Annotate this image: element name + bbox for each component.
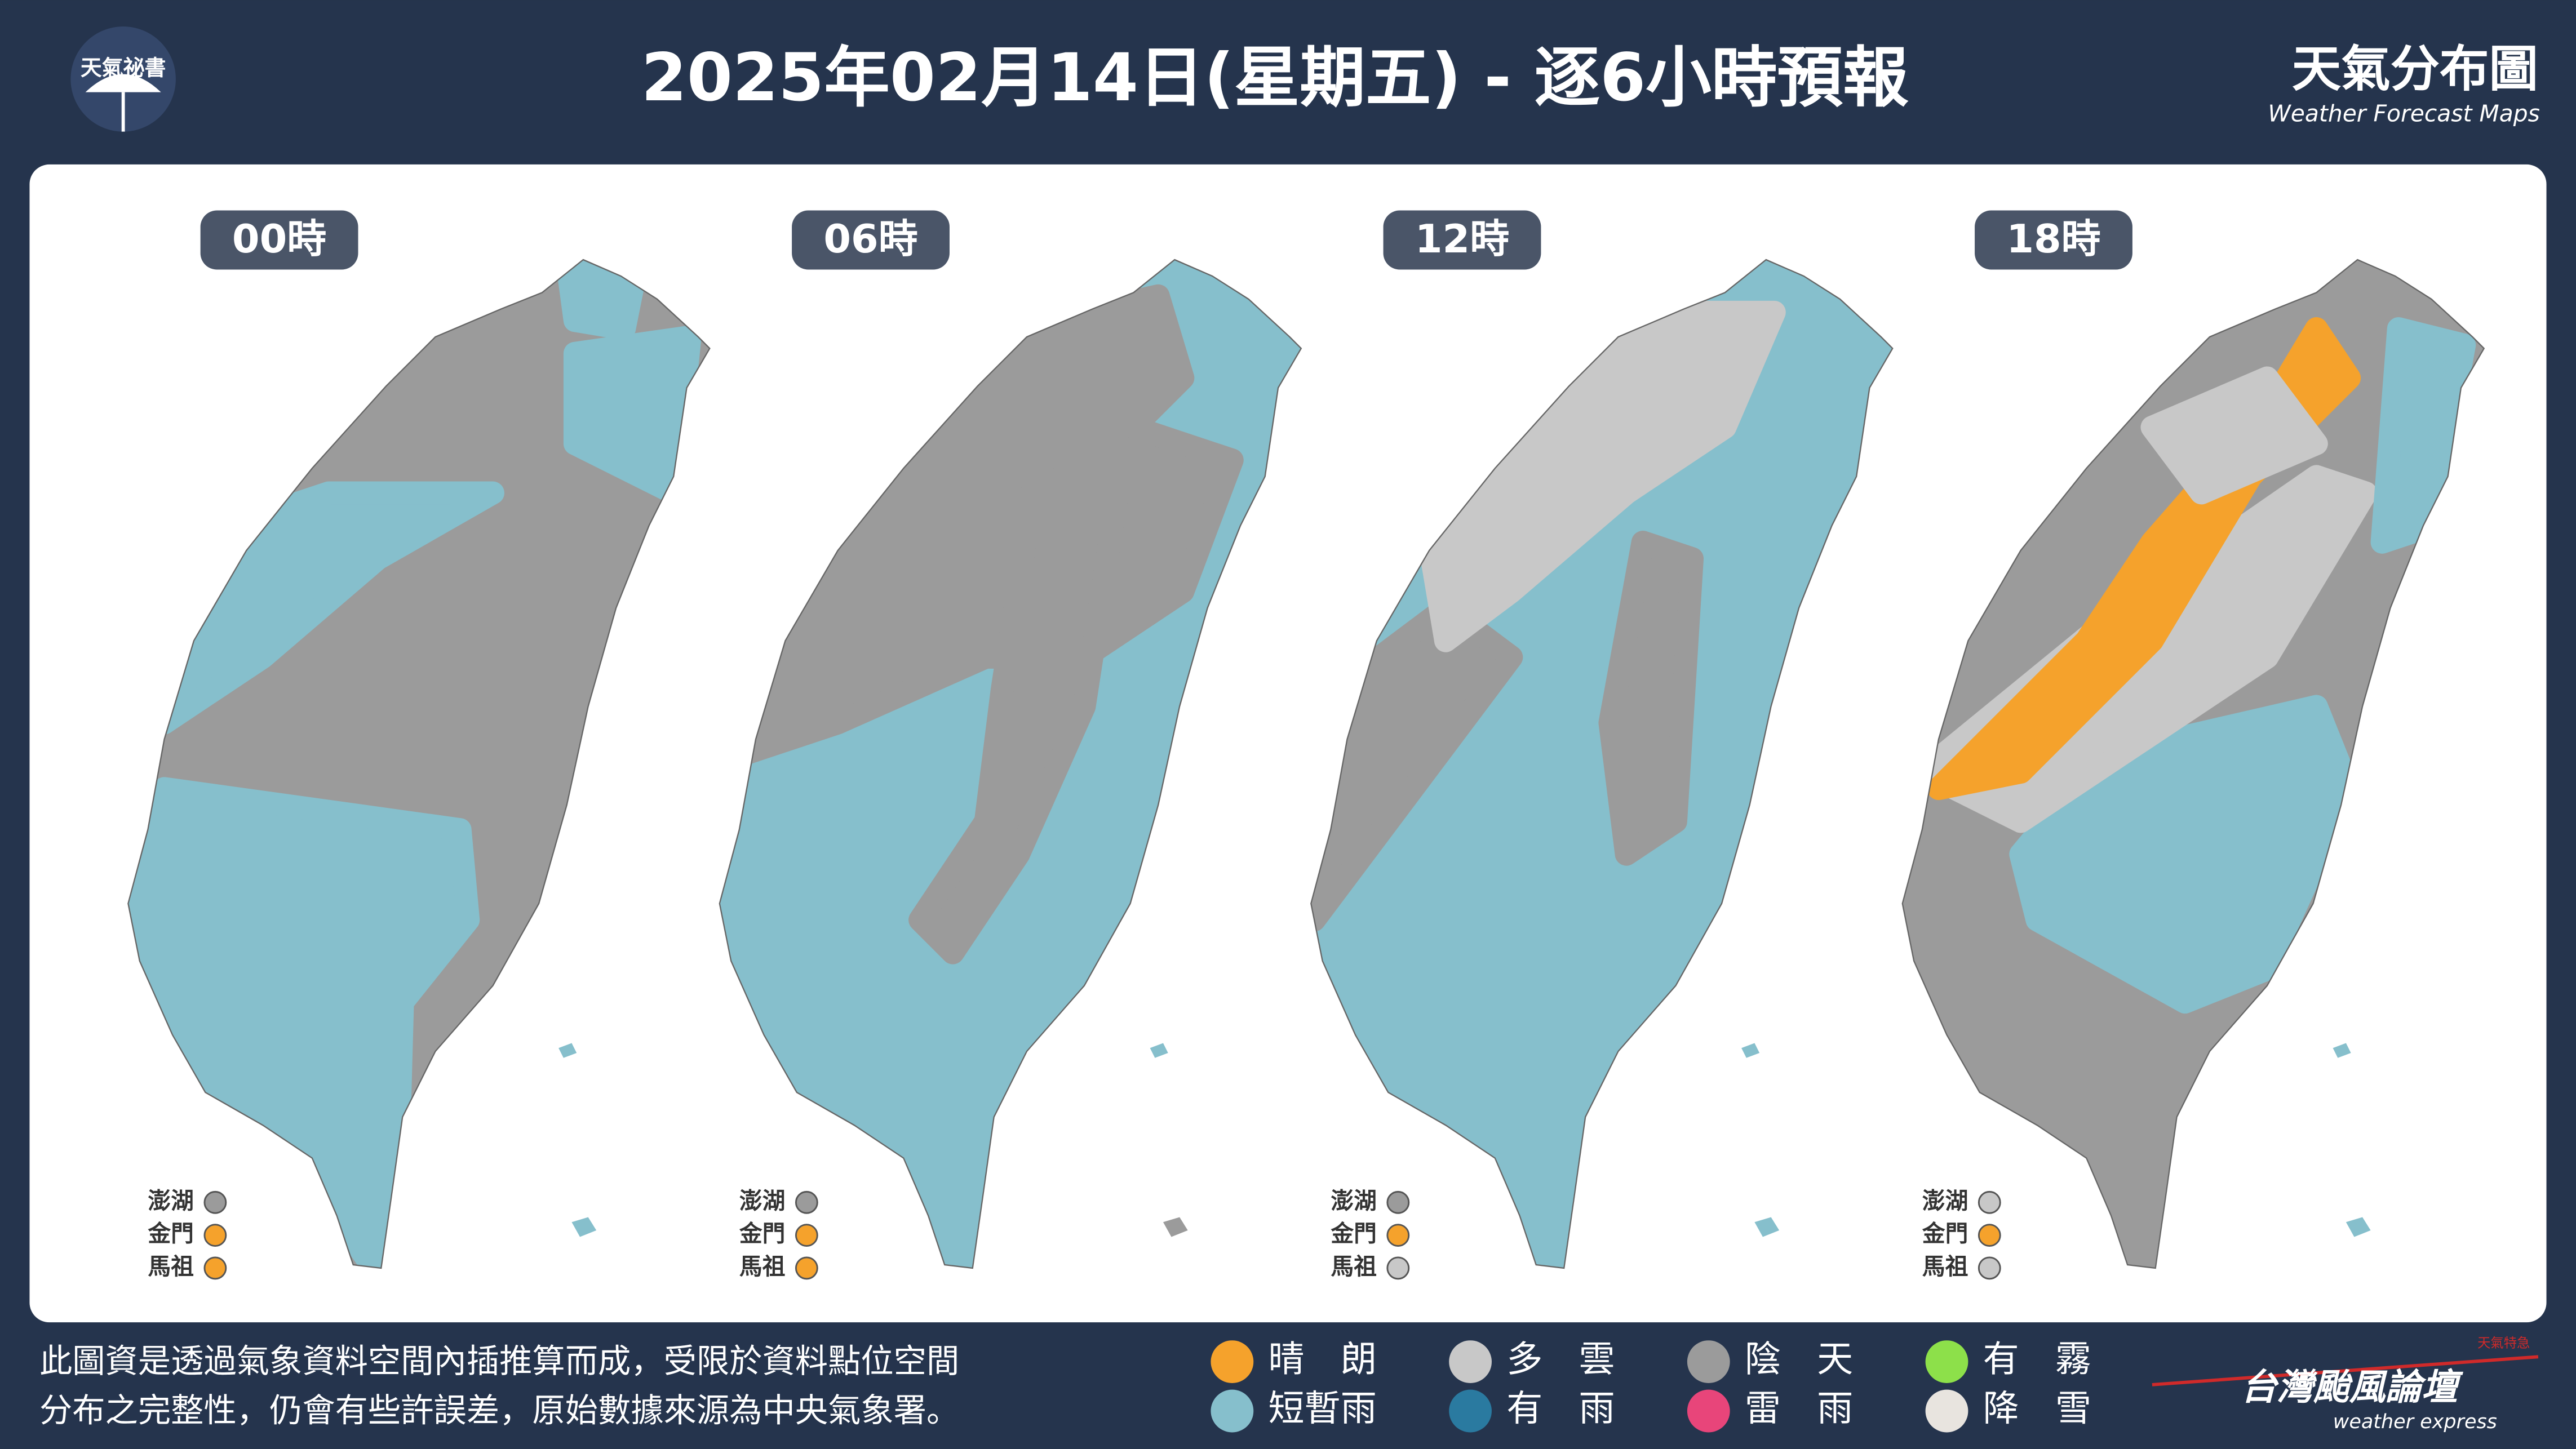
island-name: 金門 — [1922, 1220, 1968, 1247]
island-status — [1978, 1190, 2001, 1214]
island-name: 馬祖 — [739, 1253, 786, 1280]
legend-swatch — [1449, 1389, 1492, 1433]
island-name: 澎湖 — [1922, 1187, 1968, 1214]
footer-note: 此圖資是透過氣象資料空間內插推算而成，受限於資料點位空間 — [39, 1342, 959, 1380]
logo-text: 天氣祕書 — [81, 55, 166, 80]
legend-label: 多 雲 — [1506, 1339, 1615, 1381]
brand-subtitle: Weather Forecast Maps — [2268, 100, 2539, 127]
time-badge — [792, 210, 950, 270]
footer-note: 分布之完整性，仍會有些許誤差，原始數據來源為中央氣象署。 — [39, 1392, 959, 1430]
legend-label: 有 雨 — [1506, 1388, 1615, 1430]
island-name: 金門 — [739, 1220, 786, 1247]
island-name: 金門 — [1330, 1220, 1377, 1247]
footer-brand-tag: 天氣特急 — [2477, 1336, 2530, 1351]
time-badge — [1383, 210, 1541, 270]
legend-swatch — [1925, 1389, 1968, 1433]
island-status — [1386, 1256, 1410, 1280]
time-label: 18時 — [2006, 216, 2100, 262]
small-island — [571, 1217, 597, 1237]
legend-swatch — [1211, 1340, 1254, 1383]
legend-swatch — [1449, 1340, 1492, 1383]
time-badge — [200, 210, 358, 270]
weather-region — [555, 260, 644, 340]
small-island — [1754, 1217, 1780, 1237]
time-label: 00時 — [232, 216, 326, 262]
time-label: 12時 — [1415, 216, 1509, 262]
small-island — [2346, 1217, 2371, 1237]
island-status — [1386, 1190, 1410, 1214]
small-island — [1163, 1217, 1188, 1237]
small-island — [558, 1043, 577, 1058]
weather-region — [128, 777, 480, 1268]
logo-umbrella — [85, 74, 161, 92]
weather-region — [2140, 366, 2328, 505]
small-island — [1741, 1043, 1760, 1058]
island-status — [203, 1224, 227, 1247]
legend-label: 晴 朗 — [1269, 1339, 1377, 1381]
title: 2025年02月14日(星期五) - 逐6小時預報 — [641, 40, 1909, 116]
island-status — [1978, 1224, 2001, 1247]
legend-label: 降 雪 — [1983, 1388, 2091, 1430]
legend-swatch — [1687, 1389, 1730, 1433]
small-island — [1150, 1043, 1168, 1058]
island-name: 馬祖 — [1331, 1253, 1377, 1280]
legend-swatch — [1925, 1340, 1968, 1383]
island-status — [795, 1224, 818, 1247]
island-status — [203, 1256, 227, 1280]
time-badge — [1975, 210, 2132, 270]
island-status — [795, 1190, 818, 1214]
island-name: 澎湖 — [1331, 1187, 1377, 1214]
island-status — [203, 1190, 227, 1214]
legend-label: 雷 雨 — [1745, 1388, 1853, 1430]
footer-brand: 台灣颱風論壇 — [2241, 1366, 2463, 1408]
legend-label: 陰 天 — [1745, 1339, 1853, 1381]
island-name: 澎湖 — [148, 1187, 194, 1214]
legend-swatch — [1211, 1389, 1254, 1433]
island-status — [1386, 1224, 1410, 1247]
legend-label: 有 霧 — [1983, 1339, 2091, 1381]
time-label: 06時 — [823, 216, 917, 262]
small-island — [2333, 1043, 2351, 1058]
weather-region — [908, 465, 1129, 964]
legend-label: 短暫雨 — [1269, 1388, 1377, 1430]
island-status — [795, 1256, 818, 1280]
island-status — [1978, 1256, 2001, 1280]
brand: 天氣分布圖 — [2292, 41, 2538, 98]
weather-region — [1598, 531, 1704, 866]
legend-swatch — [1687, 1340, 1730, 1383]
brand-line — [2152, 1355, 2539, 1386]
footer-brand-en: weather express — [2333, 1411, 2497, 1433]
island-name: 馬祖 — [148, 1253, 194, 1280]
island-name: 馬祖 — [1922, 1253, 1968, 1280]
island-name: 澎湖 — [739, 1187, 786, 1214]
island-name: 金門 — [147, 1220, 194, 1247]
